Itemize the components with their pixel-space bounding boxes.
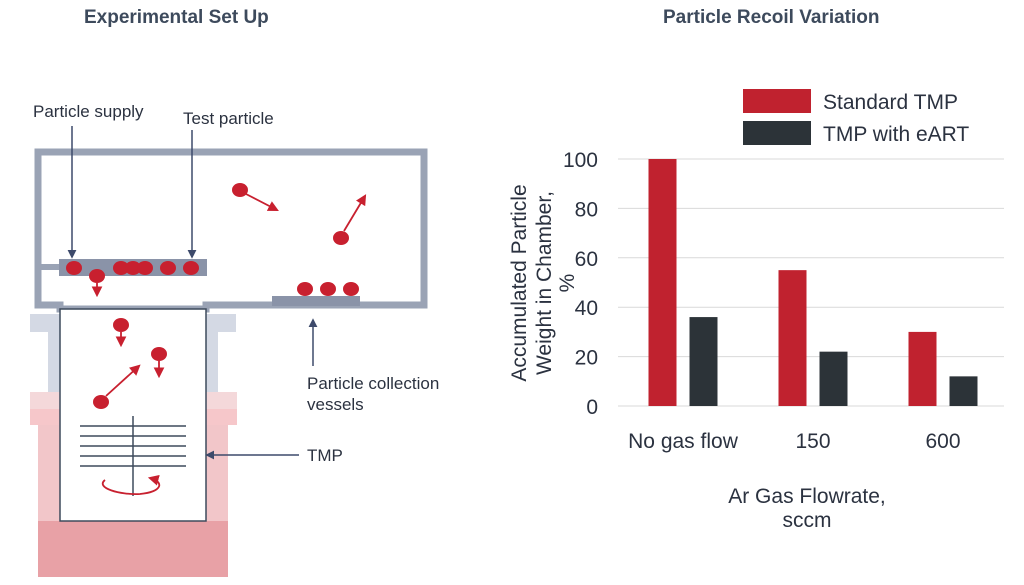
pump-base-lower xyxy=(38,521,228,577)
x-tick-2: 600 xyxy=(925,430,960,453)
bar-eart-0 xyxy=(689,317,718,406)
collected-particles xyxy=(297,282,359,296)
y-tick-80: 80 xyxy=(575,198,598,221)
setup-title: Experimental Set Up xyxy=(84,7,269,28)
y-axis-label-line2: Weight in Chamber, xyxy=(533,191,556,375)
x-tick-0: No gas flow xyxy=(628,430,739,453)
chart-bars xyxy=(648,159,978,406)
flange-right xyxy=(206,314,236,332)
chart-title: Particle Recoil Variation xyxy=(663,7,880,28)
label-tmp: TMP xyxy=(307,446,343,465)
moving-particles xyxy=(89,183,367,409)
collection-tray xyxy=(272,296,360,306)
chart-grid xyxy=(618,158,1004,407)
y-tick-0: 0 xyxy=(586,396,598,419)
legend-label-1: TMP with eART xyxy=(823,123,969,146)
chart-legend: Standard TMP TMP with eART xyxy=(743,89,969,146)
y-tick-20: 20 xyxy=(575,347,598,370)
x-tick-labels: No gas flow 150 600 xyxy=(628,430,960,453)
y-tick-100: 100 xyxy=(563,149,598,172)
y-tick-60: 60 xyxy=(575,248,598,271)
y-tick-40: 40 xyxy=(575,297,598,320)
bar-eart-1 xyxy=(819,351,848,406)
label-collection-line2: vessels xyxy=(307,395,364,414)
supply-tube xyxy=(36,264,60,270)
y-axis-label-line1: Accumulated Particle xyxy=(508,184,531,381)
flange-left xyxy=(30,314,60,332)
x-tick-1: 150 xyxy=(795,430,830,453)
label-particle-supply: Particle supply xyxy=(33,102,144,121)
rotation-arrow-icon xyxy=(101,475,161,495)
supply-particles xyxy=(66,261,199,275)
label-test-particle: Test particle xyxy=(183,109,274,128)
legend-swatch-0 xyxy=(743,89,811,113)
flange-left-lower xyxy=(48,332,60,392)
legend-swatch-1 xyxy=(743,121,811,145)
label-arrows xyxy=(67,126,318,460)
bar-standard-2 xyxy=(908,331,937,406)
label-collection-line1: Particle collection xyxy=(307,374,440,393)
legend-label-0: Standard TMP xyxy=(823,91,958,114)
y-axis-label-line3: % xyxy=(556,274,579,293)
x-axis-label-line1: Ar Gas Flowrate, xyxy=(728,485,886,508)
bar-eart-2 xyxy=(949,376,978,406)
x-axis-label-line2: sccm xyxy=(783,509,832,532)
bar-standard-1 xyxy=(778,270,807,406)
y-tick-labels: 0 20 40 60 80 100 xyxy=(563,149,598,419)
bar-standard-0 xyxy=(648,159,677,406)
tmp-rotor xyxy=(80,416,186,496)
flange-right-lower xyxy=(206,332,218,392)
